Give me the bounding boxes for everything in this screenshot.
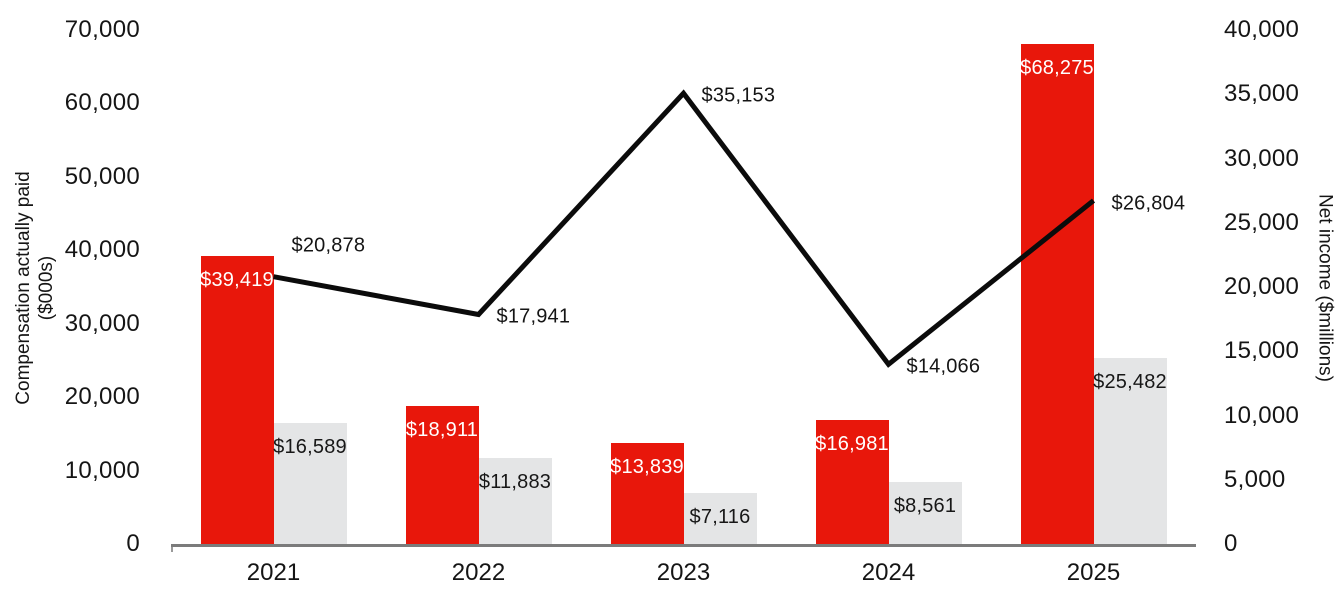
compensation-gray-bars-bar <box>888 482 962 545</box>
x-axis-year-label: 2023 <box>656 559 711 586</box>
compensation-gray-bars-bar <box>478 457 552 545</box>
compensation-red-bars-bar <box>815 420 889 545</box>
left-axis-tick-label: 30,000 <box>64 309 140 337</box>
compensation-gray-bars-value-label: $16,589 <box>273 436 347 459</box>
right-axis-tick-label: 20,000 <box>1224 272 1300 300</box>
net-income-line <box>273 89 1096 368</box>
net-income-point-label: $26,804 <box>1111 192 1186 215</box>
compensation-red-bars-value-label: $16,981 <box>815 433 889 456</box>
right-axis-tick-label: 5,000 <box>1224 465 1286 493</box>
compensation-red-bars-bar <box>405 406 479 545</box>
x-axis-year-label: 2024 <box>861 559 916 586</box>
compensation-gray-bars-bar <box>273 423 347 545</box>
net-income-point-label: $14,066 <box>906 355 981 378</box>
right-axis-tick-label: 0 <box>1224 529 1238 557</box>
right-axis-tick-label: 30,000 <box>1224 144 1300 172</box>
left-axis-tick-label: 10,000 <box>64 456 140 484</box>
x-axis-year-label: 2022 <box>451 559 506 586</box>
compensation-red-bars-value-label: $39,419 <box>200 268 274 291</box>
compensation-gray-bars-bar <box>683 492 757 545</box>
x-axis-year-label: 2021 <box>246 559 301 586</box>
left-axis-tick-label: 60,000 <box>64 89 140 117</box>
right-axis-tick-label: 10,000 <box>1224 401 1300 429</box>
net-income-point-label: $17,941 <box>496 305 571 328</box>
left-axis-tick-label: 0 <box>126 529 140 557</box>
right-axis-tick-label: 25,000 <box>1224 208 1300 236</box>
compensation-gray-bars-value-label: $7,116 <box>689 505 751 528</box>
compensation-gray-bars-value-label: $25,482 <box>1093 370 1167 393</box>
left-axis-tick-label: 40,000 <box>64 236 140 264</box>
right-axis-tick-label: 40,000 <box>1224 15 1300 43</box>
left-axis-tick-label: 50,000 <box>64 162 140 190</box>
right-axis-tick-label: 15,000 <box>1224 337 1300 365</box>
compensation-red-bars-bar <box>610 443 684 545</box>
net-income-point-label: $35,153 <box>701 84 776 107</box>
compensation-red-bars-bar <box>1020 43 1094 545</box>
compensation-gray-bars-value-label: $11,883 <box>478 470 552 493</box>
compensation-gray-bars-bar <box>1093 357 1167 545</box>
left-axis-tick-label: 70,000 <box>64 15 140 43</box>
compensation-red-bars-value-label: $68,275 <box>1020 56 1094 79</box>
x-axis-year-label: 2025 <box>1066 559 1121 586</box>
x-axis-start-tick <box>171 547 173 552</box>
compensation-red-bars-value-label: $18,911 <box>405 419 479 442</box>
compensation-red-bars-value-label: $13,839 <box>610 456 684 479</box>
net-income-point-label: $20,878 <box>291 234 366 257</box>
x-axis-line <box>171 544 1196 547</box>
left-axis-tick-label: 20,000 <box>64 383 140 411</box>
right-axis-tick-label: 35,000 <box>1224 80 1300 108</box>
compensation-red-bars-bar <box>200 255 274 545</box>
compensation-gray-bars-value-label: $8,561 <box>893 495 957 518</box>
